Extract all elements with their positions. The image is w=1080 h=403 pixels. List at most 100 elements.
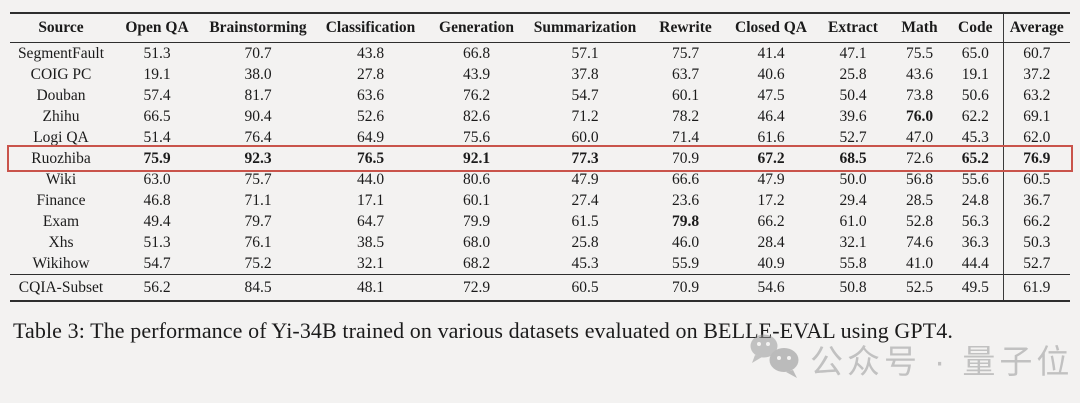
score-cell: 79.7 <box>244 212 272 230</box>
score-cell: 24.8 <box>961 191 989 209</box>
row-source-label: Ruozhiba <box>31 149 91 167</box>
score-cell: 77.3 <box>571 149 599 167</box>
row-source-label: CQIA-Subset <box>10 274 112 301</box>
score-cell: 75.9 <box>143 149 171 167</box>
score-cell: 40.9 <box>757 254 785 272</box>
score-cell: 17.1 <box>356 191 385 209</box>
score-cell: 46.0 <box>671 233 700 251</box>
score-cell: 56.8 <box>905 170 934 188</box>
score-cell: 27.4 <box>571 191 599 209</box>
score-cell: 76.9 <box>1002 148 1070 169</box>
score-cell: 44.4 <box>961 254 989 272</box>
score-cell: 60.5 <box>526 274 644 301</box>
score-cell: 51.3 <box>143 44 171 62</box>
score-cell: 36.7 <box>1002 190 1070 211</box>
score-cell: 71.4 <box>671 128 700 146</box>
score-cell: 25.8 <box>571 233 599 251</box>
score-cell: 71.1 <box>244 191 272 209</box>
row-source-label: Exam <box>42 212 80 230</box>
score-cell: 40.6 <box>757 65 785 83</box>
row-source-label: Wikihow <box>32 254 90 272</box>
score-cell: 28.4 <box>757 233 785 251</box>
score-cell: 66.2 <box>1002 211 1070 232</box>
score-cell: 63.0 <box>143 170 171 188</box>
score-cell: 44.0 <box>356 170 385 188</box>
column-header-source: Source <box>10 13 112 43</box>
score-cell: 72.9 <box>427 274 526 301</box>
score-cell: 54.7 <box>143 254 171 272</box>
score-cell: 61.0 <box>839 212 867 230</box>
score-cell: 56.2 <box>112 274 202 301</box>
score-cell: 70.7 <box>244 44 272 62</box>
score-cell: 65.0 <box>961 44 989 62</box>
score-cell: 75.7 <box>671 44 700 62</box>
score-cell: 66.8 <box>462 44 491 62</box>
score-cell: 69.1 <box>1002 106 1070 127</box>
score-cell: 61.9 <box>1002 274 1070 301</box>
column-header-average: Average <box>1002 13 1070 43</box>
score-cell: 71.2 <box>571 107 599 125</box>
score-cell: 50.3 <box>1002 232 1070 253</box>
table-caption: Table 3: The performance of Yi-34B train… <box>13 318 953 343</box>
score-cell: 92.3 <box>244 149 272 167</box>
score-cell: 65.2 <box>961 149 989 167</box>
table-row-segmentfault: SegmentFault 51.3 70.7 43.8 66.8 57.1 75.7 41.4… <box>10 42 1070 64</box>
column-header-brainstorming: Brainstorming <box>202 13 314 43</box>
score-cell: 62.2 <box>961 107 989 125</box>
column-header-closed-qa: Closed QA <box>727 13 815 43</box>
score-cell: 43.6 <box>905 65 934 83</box>
score-cell: 68.2 <box>462 254 491 272</box>
score-cell: 52.7 <box>839 128 867 146</box>
score-cell: 51.3 <box>143 233 171 251</box>
score-cell: 57.4 <box>143 86 171 104</box>
score-cell: 36.3 <box>961 233 989 251</box>
table-row-logi-qa: Logi QA 51.4 76.4 64.9 75.6 60.0 71.4 61.6 52.7 4… <box>10 127 1070 148</box>
score-cell: 81.7 <box>244 86 272 104</box>
score-cell: 28.5 <box>905 191 934 209</box>
score-cell: 47.5 <box>757 86 785 104</box>
column-header-summarization: Summarization <box>526 13 644 43</box>
score-cell: 50.4 <box>839 86 867 104</box>
column-header-open-qa: Open QA <box>112 13 202 43</box>
score-cell: 51.4 <box>143 128 171 146</box>
score-cell: 75.2 <box>244 254 272 272</box>
score-cell: 50.6 <box>961 86 989 104</box>
score-cell: 68.5 <box>839 149 867 167</box>
table-row-coig-pc: COIG PC 19.1 38.0 27.8 43.9 37.8 63.7 40.6 25.8 4… <box>10 64 1070 85</box>
table-row-xhs: Xhs 51.3 76.1 38.5 68.0 25.8 46.0 28.4 32.1 74.6 3… <box>10 232 1070 253</box>
score-cell: 23.6 <box>671 191 700 209</box>
score-cell: 68.0 <box>462 233 491 251</box>
column-header-classification: Classification <box>314 13 427 43</box>
score-cell: 79.8 <box>671 212 700 230</box>
score-cell: 49.4 <box>143 212 171 230</box>
score-cell: 62.0 <box>1002 127 1070 148</box>
row-source-label: Wiki <box>45 170 77 188</box>
score-cell: 76.4 <box>244 128 272 146</box>
score-cell: 92.1 <box>462 149 491 167</box>
score-cell: 39.6 <box>839 107 867 125</box>
score-cell: 54.6 <box>727 274 815 301</box>
score-cell: 75.7 <box>244 170 272 188</box>
score-cell: 55.6 <box>961 170 989 188</box>
score-cell: 38.0 <box>244 65 272 83</box>
table-body: SegmentFault 51.3 70.7 43.8 66.8 57.1 75.7 41.4… <box>7 42 1073 301</box>
score-cell: 38.5 <box>356 233 385 251</box>
score-cell: 79.9 <box>462 212 491 230</box>
score-cell: 78.2 <box>671 107 700 125</box>
score-cell: 63.7 <box>671 65 700 83</box>
row-source-label: Finance <box>36 191 86 209</box>
score-cell: 25.8 <box>839 65 867 83</box>
row-source-label: Xhs <box>48 233 74 251</box>
score-cell: 80.6 <box>462 170 491 188</box>
score-cell: 29.4 <box>839 191 867 209</box>
table-row-wiki: Wiki 63.0 75.7 44.0 80.6 47.9 66.6 47.9 50.0 56.8… <box>10 169 1070 190</box>
row-source-label: Logi QA <box>33 128 89 146</box>
score-cell: 37.2 <box>1002 64 1070 85</box>
results-table: Source Open QA Brainstorming Classification… <box>7 12 1073 302</box>
score-cell: 63.2 <box>1002 85 1070 106</box>
score-cell: 61.5 <box>571 212 599 230</box>
score-cell: 43.9 <box>462 65 491 83</box>
table-row-zhihu: Zhihu 66.5 90.4 52.6 82.6 71.2 78.2 46.4 39.6 76.… <box>10 106 1070 127</box>
score-cell: 47.1 <box>839 44 867 62</box>
score-cell: 41.0 <box>905 254 934 272</box>
